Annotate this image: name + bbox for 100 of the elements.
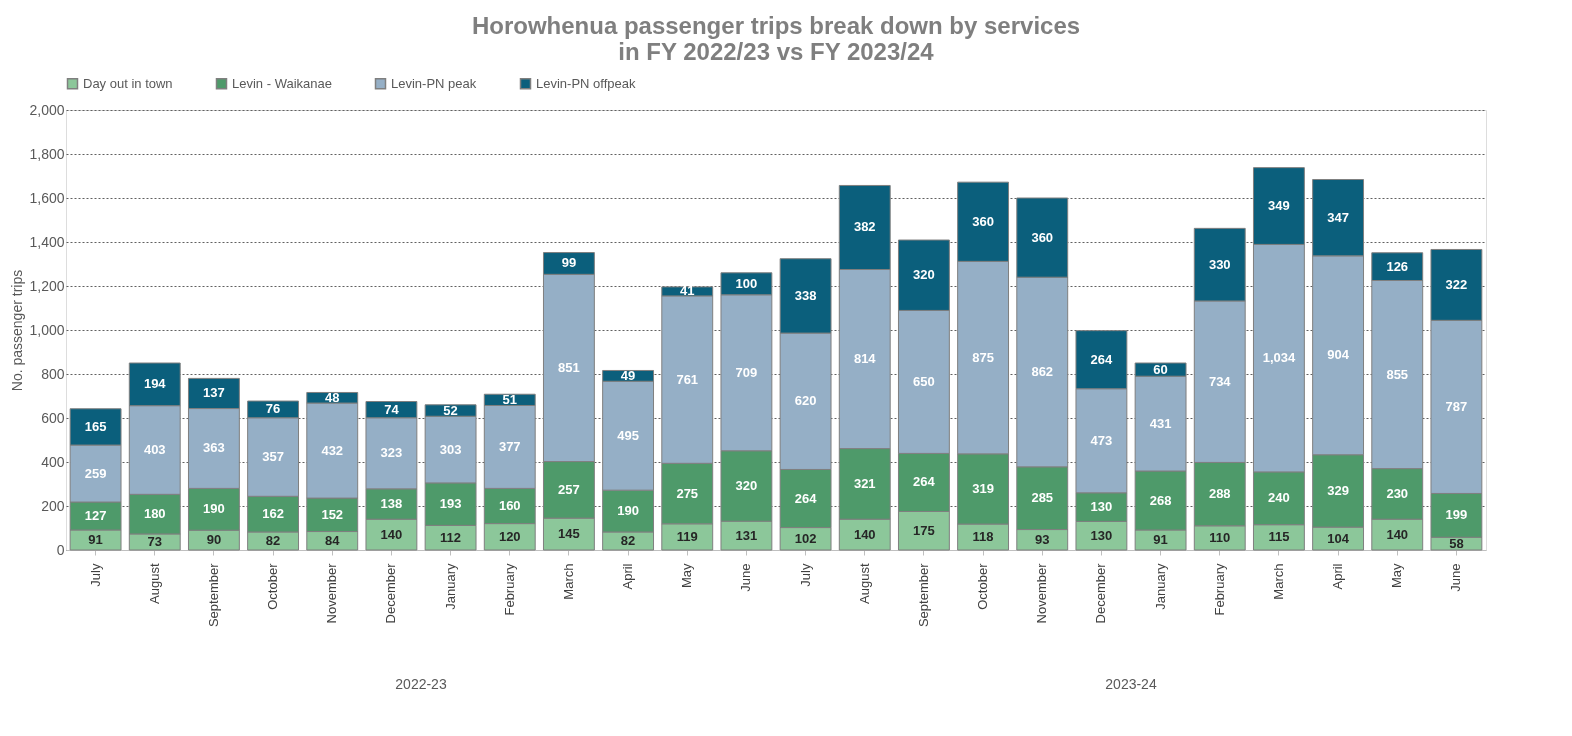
data-label: 110 xyxy=(1209,529,1231,545)
data-label: 363 xyxy=(203,440,225,456)
data-label: 761 xyxy=(676,371,699,387)
y-tick-label: 400 xyxy=(41,453,65,470)
data-label: 432 xyxy=(321,442,344,458)
data-label: 82 xyxy=(265,532,281,548)
data-label: 140 xyxy=(380,526,403,542)
data-label: 165 xyxy=(84,418,107,434)
x-tick-label: November xyxy=(1034,562,1050,624)
data-label: 60 xyxy=(1153,361,1168,377)
data-label: 650 xyxy=(913,373,935,389)
data-label: 193 xyxy=(439,496,462,512)
x-tick-label: September xyxy=(915,562,931,628)
data-label: 275 xyxy=(676,485,699,501)
data-label: 41 xyxy=(680,283,695,299)
y-tick-label: 2,000 xyxy=(29,101,65,118)
data-label: 360 xyxy=(1031,229,1054,245)
data-label: 347 xyxy=(1327,209,1349,225)
data-label: 152 xyxy=(321,506,344,522)
data-label: 329 xyxy=(1327,482,1349,498)
x-tick-label: October xyxy=(975,562,991,610)
data-label: 382 xyxy=(853,219,876,235)
data-label: 190 xyxy=(617,503,639,519)
data-label: 130 xyxy=(1090,499,1113,515)
x-tick-label: August xyxy=(146,563,162,604)
data-label: 104 xyxy=(1327,530,1350,546)
data-label: 403 xyxy=(143,442,166,458)
x-tick-label: January xyxy=(1152,563,1168,610)
data-label: 73 xyxy=(147,533,162,549)
data-label: 48 xyxy=(325,389,340,405)
data-label: 288 xyxy=(1208,486,1231,502)
data-label: 330 xyxy=(1208,256,1231,272)
data-label: 349 xyxy=(1268,198,1290,214)
data-label: 131 xyxy=(735,527,758,543)
legend-label: Levin - Waikanae xyxy=(232,75,332,91)
data-label: 194 xyxy=(143,376,167,392)
data-label: 126 xyxy=(1386,258,1409,274)
y-tick-label: 0 xyxy=(56,541,65,558)
x-tick-label: May xyxy=(1389,563,1405,589)
x-tick-label: July xyxy=(87,563,103,587)
data-label: 473 xyxy=(1090,432,1113,448)
x-tick-label: June xyxy=(738,563,754,592)
x-tick-label: April xyxy=(620,563,636,590)
data-label: 180 xyxy=(143,506,166,522)
data-label: 74 xyxy=(384,401,400,417)
x-tick-label: March xyxy=(560,563,576,600)
data-label: 321 xyxy=(853,475,876,491)
data-label: 115 xyxy=(1268,529,1290,545)
data-label: 130 xyxy=(1090,527,1113,543)
x-tick-label: October xyxy=(265,562,281,610)
data-label: 145 xyxy=(558,526,580,542)
y-axis-title: No. passenger trips xyxy=(9,269,26,392)
data-label: 264 xyxy=(1090,351,1114,367)
x-tick-label: December xyxy=(383,562,399,624)
data-label: 58 xyxy=(1449,535,1464,551)
data-label: 320 xyxy=(913,267,935,283)
data-label: 240 xyxy=(1268,490,1290,506)
data-label: 904 xyxy=(1327,347,1350,363)
data-label: 862 xyxy=(1031,364,1054,380)
data-label: 112 xyxy=(440,529,462,545)
y-tick-label: 200 xyxy=(41,497,65,514)
chart-title: Horowhenua passenger trips break down by services in FY 2022/23 vs FY 2023/24 xyxy=(471,12,1081,65)
data-label: 319 xyxy=(972,480,994,496)
data-label: 620 xyxy=(794,393,817,409)
x-tick-label: June xyxy=(1448,563,1464,592)
data-label: 323 xyxy=(380,445,403,461)
text: 2022-23 xyxy=(395,676,447,692)
data-label: 91 xyxy=(88,531,103,547)
data-label: 84 xyxy=(325,532,341,548)
data-label: 709 xyxy=(735,364,758,380)
data-label: 230 xyxy=(1386,485,1409,501)
data-label: 814 xyxy=(853,351,877,367)
data-label: 303 xyxy=(439,441,462,457)
data-label: 285 xyxy=(1031,490,1054,506)
data-label: 199 xyxy=(1445,507,1468,523)
data-label: 160 xyxy=(498,498,521,513)
data-label: 140 xyxy=(1386,526,1409,542)
data-label: 264 xyxy=(794,490,818,506)
data-label: 268 xyxy=(1149,492,1172,508)
y-tick-label: 1,200 xyxy=(29,277,65,294)
text: 2023-24 xyxy=(1105,676,1157,692)
y-tick-label: 800 xyxy=(41,365,65,382)
data-label: 127 xyxy=(84,508,107,524)
y-tick-label: 1,400 xyxy=(29,233,65,250)
legend-label: Levin-PN offpeak xyxy=(536,75,636,91)
data-label: 138 xyxy=(380,496,403,512)
data-label: 377 xyxy=(498,438,521,454)
x-tick-label: March xyxy=(1270,563,1286,600)
data-label: 734 xyxy=(1208,373,1232,389)
legend-label: Levin-PN peak xyxy=(391,75,477,91)
data-label: 259 xyxy=(84,465,107,481)
data-label: 49 xyxy=(620,367,636,383)
x-tick-label: May xyxy=(679,563,695,589)
data-label: 137 xyxy=(203,385,225,401)
x-tick-label: February xyxy=(1211,563,1227,616)
x-tick-label: September xyxy=(205,562,221,628)
data-label: 120 xyxy=(498,528,521,544)
data-label: 431 xyxy=(1149,415,1172,431)
data-label: 875 xyxy=(972,349,994,365)
data-label: 99 xyxy=(561,255,577,271)
